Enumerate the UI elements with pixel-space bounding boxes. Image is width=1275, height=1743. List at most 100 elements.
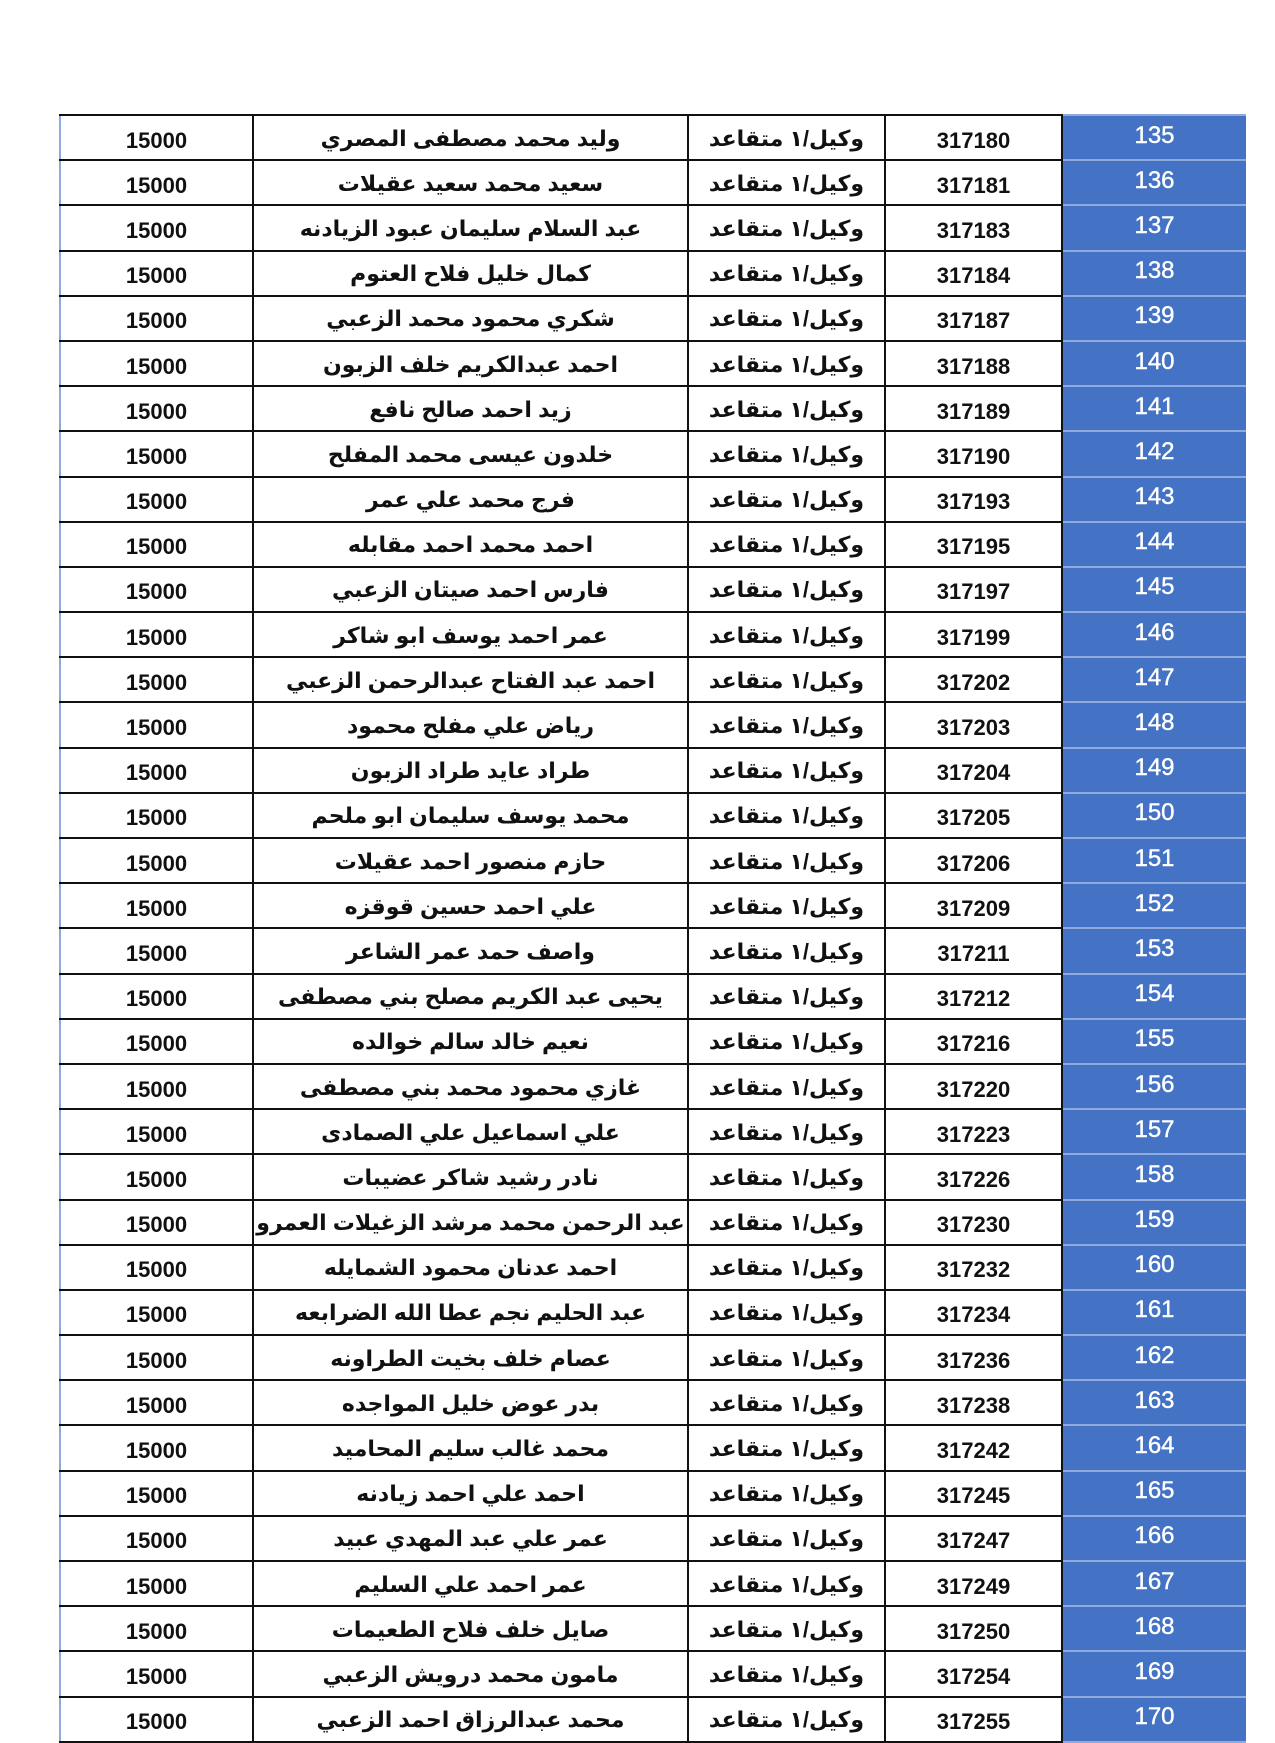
name-cell: غازي محمود محمد بني مصطفى — [252, 1062, 689, 1111]
id-cell: 317234 — [884, 1288, 1063, 1337]
row-number-cell: 160 — [1061, 1244, 1246, 1291]
id-cell: 317190 — [884, 430, 1063, 478]
id-cell: 317206 — [884, 836, 1063, 885]
id-cell: 317187 — [884, 294, 1063, 342]
table-row: 15000 احمد عدنان محمود الشمايله وكيل/١ متق… — [59, 1243, 1246, 1291]
name-cell: احمد محمد احمد مقابله — [252, 520, 689, 568]
row-number-cell: 144 — [1061, 521, 1246, 568]
rank-cell: وكيل/١ متقاعد — [687, 565, 886, 614]
name-cell: عبد السلام سليمان عبود الزيادنه — [252, 204, 689, 252]
id-cell: 317180 — [884, 113, 1063, 162]
amount-cell: 15000 — [59, 385, 254, 433]
rank-cell: وكيل/١ متقاعد — [687, 1514, 886, 1563]
name-cell: فرج محمد علي عمر — [252, 475, 689, 523]
amount-cell: 15000 — [59, 113, 254, 162]
amount-cell: 15000 — [59, 1288, 254, 1337]
table-row: 15000 مامون محمد درويش الزعبي وكيل/١ متقاع… — [59, 1650, 1246, 1698]
table-row: 15000 عبد الرحمن محمد مرشد الزغيلات العمر… — [59, 1198, 1246, 1246]
rank-cell: وكيل/١ متقاعد — [687, 927, 886, 975]
row-number-cell: 161 — [1061, 1289, 1246, 1337]
row-number-cell: 168 — [1061, 1606, 1246, 1653]
amount-cell: 15000 — [59, 565, 254, 614]
table-row: 15000 احمد عبدالكريم خلف الزبون وكيل/١ متق… — [59, 339, 1246, 388]
name-cell: كمال خليل فلاح العتوم — [252, 249, 689, 297]
table-row: 15000 نعيم خالد سالم خوالده وكيل/١ متقاعد 3… — [59, 1017, 1246, 1065]
row-number-cell: 139 — [1061, 295, 1246, 342]
table-row: 15000 عمر احمد علي السليم وكيل/١ متقاعد 317… — [59, 1559, 1246, 1608]
amount-cell: 15000 — [59, 204, 254, 252]
row-number-cell: 166 — [1061, 1515, 1246, 1563]
table-row: 15000 بدر عوض خليل المواجده وكيل/١ متقاعد 3… — [59, 1379, 1246, 1427]
id-cell: 317204 — [884, 746, 1063, 794]
id-cell: 317202 — [884, 656, 1063, 704]
name-cell: نعيم خالد سالم خوالده — [252, 1017, 689, 1065]
id-cell: 317220 — [884, 1062, 1063, 1111]
table-row: 15000 صايل خلف فلاح الطعيمات وكيل/١ متقاعد… — [59, 1605, 1246, 1653]
name-cell: عمر احمد يوسف ابو شاكر — [252, 611, 689, 659]
id-cell: 317245 — [884, 1469, 1063, 1517]
amount-cell: 15000 — [59, 249, 254, 297]
id-cell: 317230 — [884, 1198, 1063, 1246]
row-number-cell: 149 — [1061, 747, 1246, 794]
rank-cell: وكيل/١ متقاعد — [687, 1695, 886, 1743]
name-cell: فارس احمد صيتان الزعبي — [252, 565, 689, 614]
name-cell: زيد احمد صالح نافع — [252, 385, 689, 433]
name-cell: نادر رشيد شاكر عضيبات — [252, 1153, 689, 1201]
amount-cell: 15000 — [59, 791, 254, 840]
row-number-cell: 159 — [1061, 1199, 1246, 1246]
rank-cell: وكيل/١ متقاعد — [687, 1062, 886, 1111]
rank-cell: وكيل/١ متقاعد — [687, 1288, 886, 1337]
table-row: 15000 نادر رشيد شاكر عضيبات وكيل/١ متقاعد 3… — [59, 1153, 1246, 1201]
rank-cell: وكيل/١ متقاعد — [687, 339, 886, 388]
id-cell: 317184 — [884, 249, 1063, 297]
row-number-cell: 135 — [1061, 113, 1246, 162]
amount-cell: 15000 — [59, 1062, 254, 1111]
name-cell: عمر علي عبد المهدي عبيد — [252, 1514, 689, 1563]
amount-cell: 15000 — [59, 836, 254, 885]
id-cell: 317249 — [884, 1559, 1063, 1608]
name-cell: عبد الحليم نجم عطا الله الضرابعه — [252, 1288, 689, 1337]
id-cell: 317183 — [884, 204, 1063, 252]
table-row: 15000 خلدون عيسى محمد المفلح وكيل/١ متقاعد… — [59, 430, 1246, 478]
id-cell: 317223 — [884, 1108, 1063, 1156]
row-number-cell: 155 — [1061, 1018, 1246, 1065]
name-cell: طراد عايد طراد الزبون — [252, 746, 689, 794]
amount-cell: 15000 — [59, 520, 254, 568]
table-row: 15000 زيد احمد صالح نافع وكيل/١ متقاعد 3171… — [59, 385, 1246, 433]
table-row: 15000 حازم منصور احمد عقيلات وكيل/١ متقاعد… — [59, 836, 1246, 885]
id-cell: 317232 — [884, 1243, 1063, 1291]
name-cell: علي اسماعيل علي الصمادى — [252, 1108, 689, 1156]
rank-cell: وكيل/١ متقاعد — [687, 430, 886, 478]
table-row: 15000 سعيد محمد سعيد عقيلات وكيل/١ متقاعد 3… — [59, 159, 1246, 207]
amount-cell: 15000 — [59, 1650, 254, 1698]
id-cell: 317216 — [884, 1017, 1063, 1065]
row-number-cell: 140 — [1061, 340, 1246, 388]
id-cell: 317203 — [884, 701, 1063, 749]
row-number-cell: 167 — [1061, 1561, 1246, 1608]
id-cell: 317199 — [884, 611, 1063, 659]
table-row: 15000 علي اسماعيل علي الصمادى وكيل/١ متقاع… — [59, 1108, 1246, 1156]
rank-cell: وكيل/١ متقاعد — [687, 294, 886, 342]
table-row: 15000 شكري محمود محمد الزعبي وكيل/١ متقاعد… — [59, 294, 1246, 342]
rank-cell: وكيل/١ متقاعد — [687, 159, 886, 207]
id-cell: 317255 — [884, 1695, 1063, 1743]
table-row: 15000 احمد علي احمد زيادنه وكيل/١ متقاعد 31… — [59, 1469, 1246, 1517]
row-number-cell: 158 — [1061, 1154, 1246, 1201]
row-number-cell: 157 — [1061, 1109, 1246, 1156]
id-cell: 317226 — [884, 1153, 1063, 1201]
amount-cell: 15000 — [59, 339, 254, 388]
id-cell: 317181 — [884, 159, 1063, 207]
row-number-cell: 164 — [1061, 1425, 1246, 1472]
records-table-body: 15000 وليد محمد مصطفى المصري وكيل/١ متقاعد… — [59, 113, 1246, 1743]
row-number-cell: 165 — [1061, 1470, 1246, 1517]
name-cell: محمد عبدالرزاق احمد الزعبي — [252, 1695, 689, 1743]
row-number-cell: 141 — [1061, 386, 1246, 433]
table-row: 15000 رياض علي مفلح محمود وكيل/١ متقاعد 317… — [59, 701, 1246, 749]
id-cell: 317254 — [884, 1650, 1063, 1698]
row-number-cell: 151 — [1061, 838, 1246, 885]
id-cell: 317236 — [884, 1334, 1063, 1382]
name-cell: شكري محمود محمد الزعبي — [252, 294, 689, 342]
amount-cell: 15000 — [59, 1334, 254, 1382]
table-row: 15000 علي احمد حسين قوقزه وكيل/١ متقاعد 317… — [59, 882, 1246, 930]
table-row: 15000 فارس احمد صيتان الزعبي وكيل/١ متقاعد… — [59, 565, 1246, 614]
